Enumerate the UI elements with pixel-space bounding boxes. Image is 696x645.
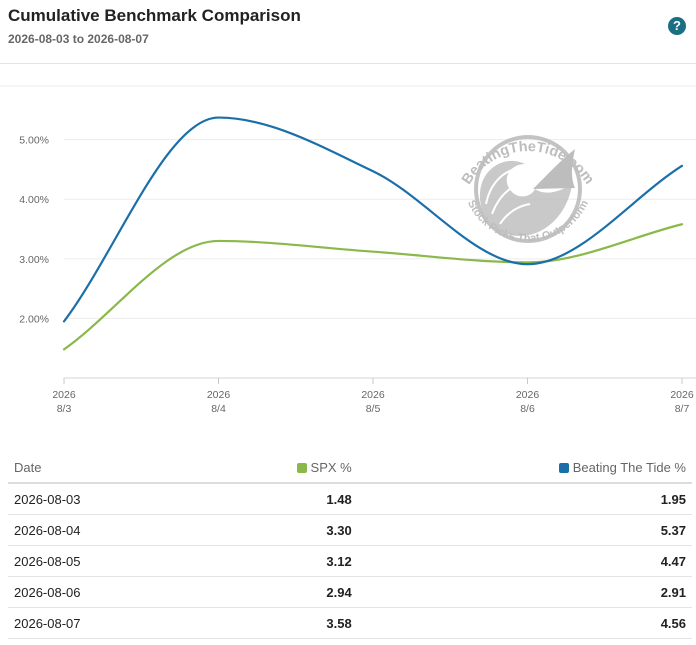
cell-date: 2026-08-07 xyxy=(8,607,197,639)
cell-spx: 1.48 xyxy=(196,483,358,515)
x-tick-label-year: 2026 xyxy=(52,389,76,401)
spx-swatch xyxy=(296,462,307,473)
help-icon[interactable]: ? xyxy=(668,17,686,35)
y-tick-label: 5.00% xyxy=(19,135,49,147)
chart-header: Cumulative Benchmark Comparison 2026-08-… xyxy=(8,4,688,46)
cell-spx: 3.58 xyxy=(196,607,358,639)
y-tick-label: 4.00% xyxy=(19,194,49,206)
cell-btt: 2.91 xyxy=(357,576,692,608)
table-row: 2026-08-03 1.48 1.95 xyxy=(8,483,692,515)
cell-spx: 3.12 xyxy=(196,545,358,577)
x-tick-label-date: 8/4 xyxy=(211,403,226,415)
date-range-subtitle: 2026-08-03 to 2026-08-07 xyxy=(8,32,149,46)
x-tick-label-date: 8/3 xyxy=(57,403,72,415)
table-row: 2026-08-06 2.94 2.91 xyxy=(8,576,692,608)
y-tick-label: 2.00% xyxy=(19,313,49,325)
x-tick-label-date: 8/7 xyxy=(675,403,690,415)
cell-date: 2026-08-03 xyxy=(8,483,197,515)
y-tick-label: 3.00% xyxy=(19,254,49,266)
x-tick-label-year: 2026 xyxy=(361,389,385,401)
column-header-btt[interactable]: Beating The Tide % xyxy=(357,452,692,484)
column-header-date[interactable]: Date xyxy=(8,452,197,484)
watermark-brand-text: BeatingTheTide.com xyxy=(459,139,597,187)
cell-btt: 5.37 xyxy=(357,514,692,546)
cell-spx: 3.30 xyxy=(196,514,358,546)
cell-date: 2026-08-06 xyxy=(8,576,197,608)
btt-swatch xyxy=(558,462,569,473)
cell-spx: 2.94 xyxy=(196,576,358,608)
cell-btt: 1.95 xyxy=(357,483,692,515)
series-lines xyxy=(62,116,684,351)
btt-series-line xyxy=(62,116,684,323)
data-table: Date SPX % Beating The Tide % 2026-08-03… xyxy=(8,452,692,639)
watermark-circle xyxy=(474,135,582,243)
column-header-spx[interactable]: SPX % xyxy=(196,452,358,484)
x-tick-label-date: 8/6 xyxy=(520,403,535,415)
watermark-logo: BeatingTheTide.com Stock Picks That Outp… xyxy=(459,135,597,245)
line-chart: 2.00% 3.00% 4.00% 5.00% 2026 8/3 2026 8/4 2026 8… xyxy=(0,85,696,415)
wave-icon xyxy=(479,160,572,236)
cell-btt: 4.56 xyxy=(357,607,692,639)
cell-date: 2026-08-05 xyxy=(8,545,197,577)
header-divider xyxy=(0,63,696,64)
y-axis-labels: 2.00% 3.00% 4.00% 5.00% xyxy=(19,135,49,326)
table-header-row: Date SPX % Beating The Tide % xyxy=(8,452,692,484)
cell-date: 2026-08-04 xyxy=(8,514,197,546)
x-tick-label-date: 8/5 xyxy=(366,403,381,415)
shark-fin-icon xyxy=(533,149,575,189)
spx-series-line xyxy=(62,223,684,351)
x-tick-label-year: 2026 xyxy=(670,389,694,401)
table-row: 2026-08-07 3.58 4.56 xyxy=(8,607,692,639)
gridlines xyxy=(0,85,696,319)
x-axis: 2026 8/3 2026 8/4 2026 8/5 2026 8/6 2026 8/7 xyxy=(52,377,696,415)
table-row: 2026-08-04 3.30 5.37 xyxy=(8,514,692,546)
page-title: Cumulative Benchmark Comparison xyxy=(8,6,301,25)
x-tick-label-year: 2026 xyxy=(516,389,540,401)
cell-btt: 4.47 xyxy=(357,545,692,577)
table-row: 2026-08-05 3.12 4.47 xyxy=(8,545,692,577)
wave-lines xyxy=(485,167,531,225)
x-tick-label-year: 2026 xyxy=(207,389,231,401)
